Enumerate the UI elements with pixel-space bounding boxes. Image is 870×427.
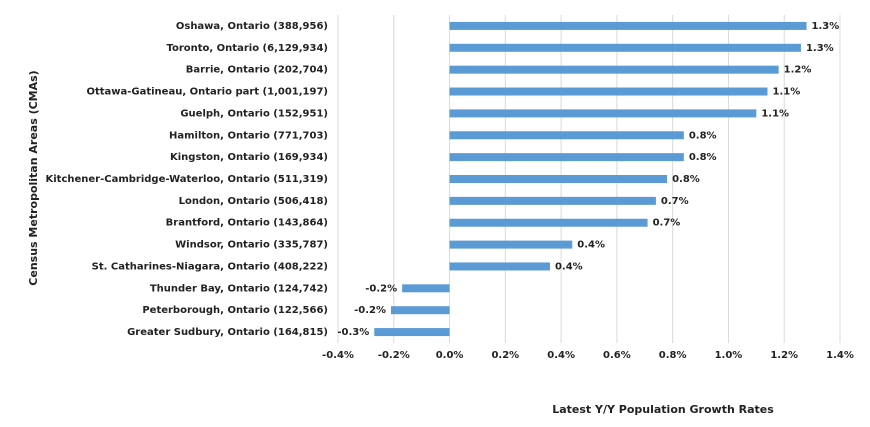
x-tick-label: -0.2% [378,350,410,361]
x-tick-label: 0.2% [491,350,519,361]
value-label: 0.7% [661,196,689,207]
y-tick-label: Kingston, Ontario (169,934) [170,152,328,163]
value-label: 1.1% [761,108,789,119]
x-tick-label: 0.0% [436,350,464,361]
bar [449,240,573,249]
value-label: 0.8% [689,130,717,141]
x-tick-label: 1.0% [715,350,743,361]
y-tick-label: Brantford, Ontario (143,864) [166,218,328,229]
value-label: 1.2% [784,65,812,76]
bar [449,131,684,140]
y-tick-label: London, Ontario (506,418) [179,196,328,207]
value-label: 1.1% [772,87,800,98]
y-tick-label: Greater Sudbury, Ontario (164,815) [127,327,328,338]
y-tick-label: Kitchener-Cambridge-Waterloo, Ontario (5… [45,174,328,185]
value-label: -0.2% [365,283,397,294]
x-tick-label: 1.2% [770,350,798,361]
y-tick-label: Barrie, Ontario (202,704) [186,65,328,76]
value-label: 0.8% [689,152,717,163]
bar [390,306,450,315]
bar [449,153,684,162]
x-axis-title: Latest Y/Y Population Growth Rates [552,403,774,416]
y-tick-label: Toronto, Ontario (6,129,934) [166,43,328,54]
x-tick-label: -0.4% [322,350,354,361]
value-label: 0.4% [577,240,605,251]
value-label: -0.2% [354,305,386,316]
value-label: 1.3% [812,21,840,32]
y-tick-label: Windsor, Ontario (335,787) [175,240,328,251]
value-label: 0.8% [672,174,700,185]
y-tick-label: Guelph, Ontario (152,951) [180,108,328,119]
x-tick-label: 0.8% [659,350,687,361]
value-label: 1.3% [806,43,834,54]
y-tick-label: Ottawa-Gatineau, Ontario part (1,001,197… [86,87,328,98]
value-label: -0.3% [337,327,369,338]
bar [449,262,550,271]
y-tick-label: St. Catharines-Niagara, Ontario (408,222… [92,261,328,272]
y-tick-label: Thunder Bay, Ontario (124,742) [150,283,328,294]
bar [449,87,768,96]
value-label: 0.7% [653,218,681,229]
bar [449,65,779,74]
bar [449,218,648,227]
bar [402,284,450,293]
x-tick-label: 1.4% [826,350,854,361]
value-label: 0.4% [555,261,583,272]
y-tick-label: Peterborough, Ontario (122,566) [142,305,328,316]
bar [449,196,656,205]
bar [449,43,801,52]
y-axis-title: Census Metropolitan Areas (CMAs) [27,70,40,285]
x-tick-label: 0.4% [547,350,575,361]
bar [449,21,807,30]
bar [449,175,668,183]
y-tick-label: Oshawa, Ontario (388,956) [176,21,328,32]
y-tick-label: Hamilton, Ontario (771,703) [169,130,328,141]
bar [449,109,757,118]
bar [374,328,450,337]
x-tick-label: 0.6% [603,350,631,361]
